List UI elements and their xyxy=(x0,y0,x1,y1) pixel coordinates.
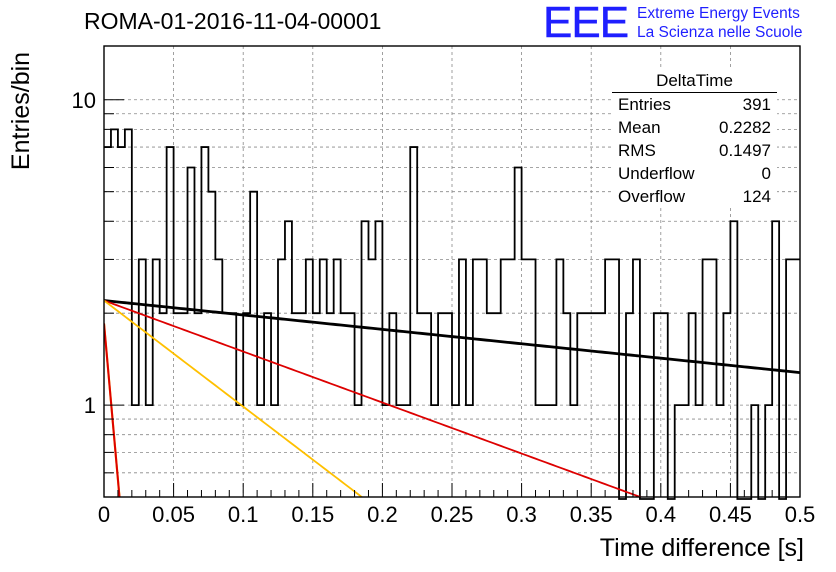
fit-curve-4 xyxy=(104,323,121,497)
logo-caption: Extreme Energy Events La Scienza nelle S… xyxy=(637,4,802,42)
x-tick-label: 0.25 xyxy=(431,502,474,527)
chart-title: ROMA-01-2016-11-04-00001 xyxy=(84,8,382,34)
stats-value: 391 xyxy=(742,95,771,114)
stats-label: Overflow xyxy=(618,187,686,206)
x-tick-label: 0.2 xyxy=(367,502,398,527)
histogram-outline xyxy=(104,128,800,500)
stats-row-entries: Entries 391 xyxy=(612,93,777,116)
axis-ticks: 0 0.05 0.1 0.15 0.2 0.25 0.3 0.35 0.4 0.45 0.5 1 10 xyxy=(72,88,816,527)
x-tick-label: 0.15 xyxy=(291,502,334,527)
logo-line-2: La Scienza nelle Scuole xyxy=(637,24,803,41)
fit-curve-2 xyxy=(104,299,364,497)
stats-row-mean: Mean 0.2282 xyxy=(612,116,777,139)
stats-value: 0.1497 xyxy=(719,141,771,160)
x-tick-label: 0.1 xyxy=(228,502,259,527)
stats-value: 0 xyxy=(761,164,771,183)
x-tick-label: 0.45 xyxy=(709,502,752,527)
fit-curves xyxy=(104,299,800,497)
stats-value: 0.2282 xyxy=(719,118,771,137)
stats-label: RMS xyxy=(618,141,656,160)
stats-title: DeltaTime xyxy=(612,70,777,93)
x-tick-label: 0.5 xyxy=(785,502,816,527)
logo-line-1: Extreme Energy Events xyxy=(637,5,800,22)
stats-row-rms: RMS 0.1497 xyxy=(612,139,777,162)
histogram xyxy=(104,128,800,500)
stats-row-underflow: Underflow 0 xyxy=(612,162,777,185)
x-tick-label: 0.05 xyxy=(152,502,195,527)
x-tick-label: 0 xyxy=(98,502,110,527)
fit-curve-1 xyxy=(104,299,643,497)
x-tick-label: 0.4 xyxy=(646,502,677,527)
x-axis-label: Time difference [s] xyxy=(599,534,804,562)
eee-logo: EEE xyxy=(543,0,630,47)
x-tick-label: 0.35 xyxy=(570,502,613,527)
x-tick-label: 0.3 xyxy=(506,502,537,527)
stats-row-overflow: Overflow 124 xyxy=(612,185,777,208)
stats-value: 124 xyxy=(742,187,771,206)
stats-box: DeltaTime Entries 391 Mean 0.2282 RMS 0.149… xyxy=(612,70,777,208)
stats-label: Mean xyxy=(618,118,661,137)
stats-label: Underflow xyxy=(618,164,695,183)
fit-curve-0 xyxy=(104,299,800,374)
y-tick-label: 1 xyxy=(84,393,96,418)
stats-label: Entries xyxy=(618,95,671,114)
y-axis-label: Entries/bin xyxy=(7,51,35,171)
y-tick-label: 10 xyxy=(72,88,96,113)
